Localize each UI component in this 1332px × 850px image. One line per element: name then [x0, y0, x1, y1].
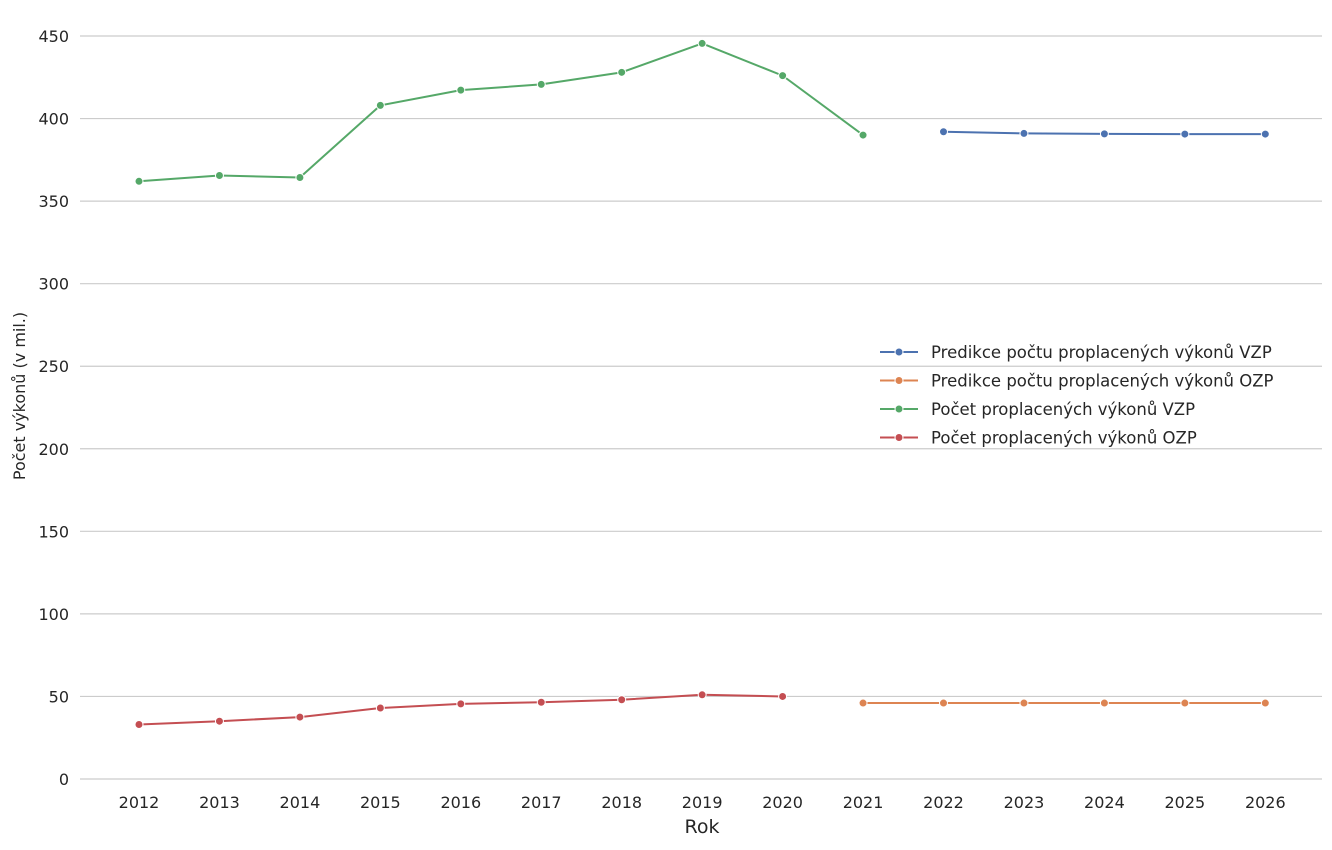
data-point — [1019, 698, 1029, 708]
y-tick-label: 400 — [38, 110, 69, 129]
gridlines — [80, 35, 1322, 780]
y-tick-label: 300 — [38, 275, 69, 294]
series — [939, 127, 1270, 139]
y-axis-label: Počet výkonů (v mil.) — [10, 312, 29, 480]
data-point — [375, 100, 385, 110]
data-point — [697, 38, 707, 48]
data-point — [697, 690, 707, 700]
legend-swatch-marker — [894, 376, 904, 385]
legend: Predikce počtu proplacených výkonů VZP Pr… — [880, 343, 1274, 448]
legend-label: Predikce počtu proplacených výkonů VZP — [931, 343, 1272, 362]
legend-item: Počet proplacených výkonů VZP — [880, 400, 1195, 419]
data-point — [375, 703, 385, 713]
x-tick-label: 2024 — [1084, 793, 1125, 812]
data-point — [536, 79, 546, 89]
x-tick-label: 2023 — [1004, 793, 1045, 812]
y-tick-label: 150 — [38, 522, 69, 541]
data-point — [939, 127, 948, 137]
legend-item: Predikce počtu proplacených výkonů VZP — [880, 343, 1272, 362]
data-point — [1099, 698, 1109, 708]
data-point — [295, 712, 305, 722]
x-tick-label: 2018 — [601, 793, 642, 812]
data-point — [778, 691, 788, 701]
series — [134, 38, 868, 186]
data-point — [1099, 129, 1109, 139]
y-tick-label: 250 — [38, 357, 69, 376]
x-tick-label: 2022 — [923, 793, 964, 812]
series-line — [138, 42, 864, 183]
x-tick-label: 2026 — [1245, 793, 1286, 812]
data-point — [1180, 129, 1190, 139]
data-point — [214, 716, 224, 726]
legend-label: Počet proplacených výkonů VZP — [931, 400, 1195, 419]
data-point — [617, 695, 627, 705]
legend-swatch-marker — [894, 347, 904, 357]
data-point — [456, 699, 466, 709]
y-tick-labels: 0 50 100 150 200 250 300 350 400 450 — [38, 27, 69, 789]
series — [858, 698, 1270, 708]
y-tick-label: 350 — [38, 192, 69, 211]
legend-label: Počet proplacených výkonů OZP — [931, 429, 1197, 448]
y-tick-label: 450 — [38, 27, 69, 46]
data-point — [778, 71, 788, 81]
data-point — [858, 698, 868, 708]
y-tick-label: 100 — [38, 605, 69, 624]
data-point — [1180, 698, 1190, 708]
legend-item: Počet proplacených výkonů OZP — [880, 429, 1197, 448]
legend-swatch-marker — [894, 404, 904, 414]
data-point — [1019, 128, 1029, 138]
data-point — [134, 720, 144, 730]
data-point — [858, 130, 868, 140]
x-tick-label: 2020 — [762, 793, 803, 812]
data-point — [295, 173, 305, 183]
legend-label: Predikce počtu proplacených výkonů OZP — [931, 372, 1274, 391]
y-tick-label: 200 — [38, 440, 69, 459]
x-tick-label: 2015 — [360, 793, 401, 812]
x-tick-label: 2016 — [440, 793, 481, 812]
series-line — [138, 693, 783, 726]
data-point — [536, 697, 546, 707]
series — [134, 690, 788, 730]
x-axis-label: Rok — [685, 816, 720, 838]
data-point — [214, 171, 224, 181]
x-tick-label: 2025 — [1164, 793, 1205, 812]
y-tick-label: 0 — [59, 770, 69, 789]
x-tick-label: 2012 — [119, 793, 160, 812]
x-tick-labels: 2012 2013 2014 2015 2016 2017 2018 2019 2020 2021… — [119, 793, 1286, 812]
data-point — [1260, 698, 1270, 708]
x-tick-label: 2017 — [521, 793, 562, 812]
x-tick-label: 2013 — [199, 793, 240, 812]
data-point — [456, 85, 466, 95]
data-point — [939, 698, 948, 708]
series-lines — [134, 38, 1270, 730]
x-tick-label: 2021 — [843, 793, 884, 812]
data-point — [617, 67, 627, 77]
y-tick-label: 50 — [49, 687, 69, 706]
data-point — [134, 176, 144, 186]
data-point — [1260, 129, 1270, 139]
legend-item: Predikce počtu proplacených výkonů OZP — [880, 372, 1274, 391]
x-tick-label: 2014 — [280, 793, 321, 812]
x-tick-label: 2019 — [682, 793, 723, 812]
legend-swatch-marker — [894, 433, 904, 442]
